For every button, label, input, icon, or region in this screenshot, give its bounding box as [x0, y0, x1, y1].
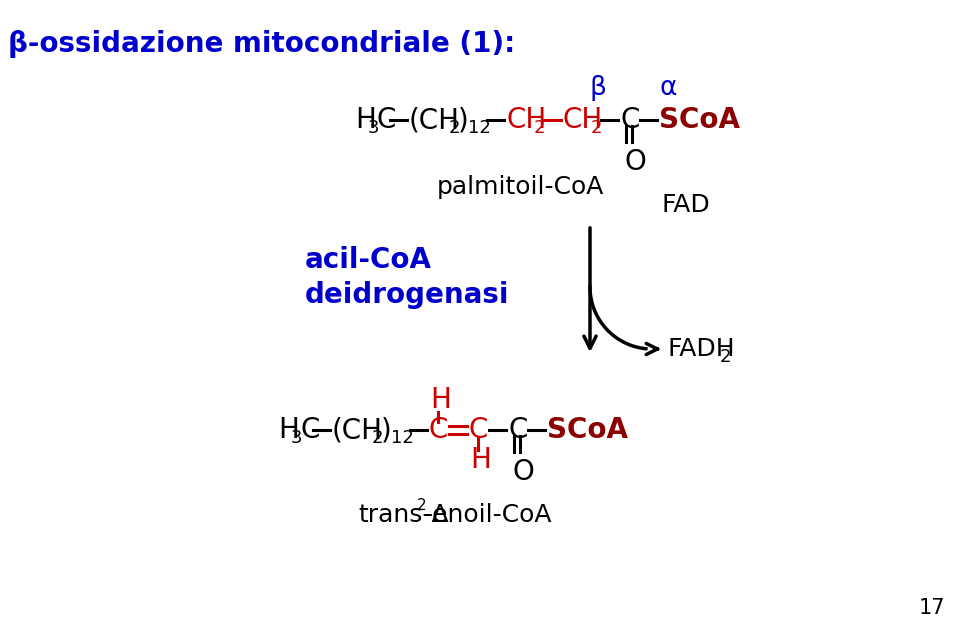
Text: 17: 17: [919, 598, 945, 618]
Text: SCoA: SCoA: [659, 106, 740, 134]
Text: FADH: FADH: [668, 337, 735, 361]
Text: 2: 2: [591, 119, 603, 137]
Text: C: C: [469, 416, 489, 444]
Text: trans-Δ: trans-Δ: [358, 503, 448, 527]
Text: 12: 12: [391, 429, 414, 447]
Text: FAD: FAD: [662, 193, 710, 217]
Text: 2: 2: [449, 119, 461, 137]
Text: C: C: [377, 106, 396, 134]
Text: palmitoil-CoA: palmitoil-CoA: [436, 175, 604, 199]
Text: H: H: [430, 386, 451, 414]
Text: β-ossidazione mitocondriale (1):: β-ossidazione mitocondriale (1):: [8, 30, 516, 58]
Text: C: C: [620, 106, 639, 134]
Text: α: α: [660, 75, 677, 101]
Text: H: H: [355, 106, 376, 134]
Text: 2: 2: [720, 348, 732, 366]
Text: O: O: [513, 458, 535, 486]
Text: acil-CoA: acil-CoA: [305, 246, 432, 274]
Text: ): ): [381, 416, 392, 444]
Text: C: C: [429, 416, 448, 444]
Text: 2: 2: [372, 429, 383, 447]
Text: C: C: [300, 416, 320, 444]
Text: 2: 2: [534, 119, 545, 137]
Text: (CH: (CH: [332, 416, 383, 444]
Text: O: O: [625, 148, 647, 176]
Text: CH: CH: [563, 106, 603, 134]
Text: 3: 3: [368, 119, 379, 137]
Text: ): ): [458, 106, 468, 134]
Text: (CH: (CH: [409, 106, 460, 134]
Text: H: H: [278, 416, 299, 444]
Text: 12: 12: [468, 119, 491, 137]
Text: 3: 3: [291, 429, 302, 447]
Text: SCoA: SCoA: [547, 416, 628, 444]
Text: C: C: [508, 416, 527, 444]
Text: 2: 2: [417, 498, 426, 513]
Text: β: β: [589, 75, 607, 101]
Text: CH: CH: [506, 106, 546, 134]
Text: H: H: [470, 446, 491, 474]
Text: -enoil-CoA: -enoil-CoA: [424, 503, 553, 527]
Text: deidrogenasi: deidrogenasi: [305, 281, 510, 309]
